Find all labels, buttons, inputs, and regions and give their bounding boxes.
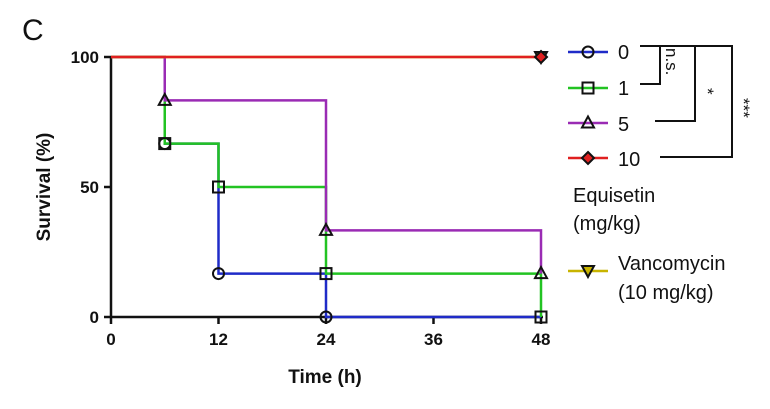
legend-swatch-marker [580, 114, 596, 129]
legend-label-vancomycin-line2: (10 mg/kg) [618, 282, 714, 304]
legend: 0 1 5 10 Equisetin (mg/kg) Vancomycin (1… [568, 42, 725, 304]
x-tick-label: 12 [209, 330, 228, 349]
legend-label-0: 0 [618, 42, 629, 64]
legend-group-title-line2: (mg/kg) [573, 213, 641, 235]
data-point-marker [158, 137, 172, 151]
y-axis-title: Survival (%) [34, 133, 55, 242]
bracket-triple-star [660, 45, 733, 158]
series-1 [111, 55, 548, 324]
x-tick-label: 48 [532, 330, 551, 349]
x-tick-label: 24 [317, 330, 336, 349]
data-point-marker [534, 310, 548, 324]
significance-brackets: n.s. * *** [640, 45, 753, 158]
sig-label-star: * [698, 88, 717, 95]
data-point-marker [157, 91, 173, 106]
legend-label-vancomycin-line1: Vancomycin [618, 253, 725, 275]
data-point-marker [533, 264, 549, 280]
axes: 0 12 24 36 48 0 50 100 [71, 48, 551, 349]
x-axis-title: Time (h) [288, 367, 362, 388]
x-tick-label: 36 [424, 330, 443, 349]
legend-swatch-marker [581, 45, 595, 59]
sig-label-triple-star: *** [734, 98, 753, 118]
legend-label-5: 5 [618, 114, 629, 136]
legend-swatch-marker [580, 265, 596, 280]
y-tick-label: 0 [90, 308, 99, 327]
legend-swatch-marker [581, 81, 595, 95]
x-tick-label: 0 [106, 330, 115, 349]
series-5 [111, 55, 549, 280]
series-10 [111, 49, 549, 65]
data-point-marker [212, 267, 225, 281]
data-point-marker [319, 267, 333, 281]
legend-label-10: 10 [618, 149, 640, 171]
data-point-marker [212, 180, 225, 194]
panel-label: C [22, 14, 44, 47]
series-layer [111, 49, 549, 324]
y-tick-label: 50 [80, 178, 99, 197]
legend-swatch-marker [580, 150, 596, 166]
legend-group-title-line1: Equisetin [573, 185, 655, 207]
y-tick-label: 100 [71, 48, 99, 67]
data-point-marker [318, 221, 334, 236]
data-point-marker [533, 49, 549, 65]
bracket-star [655, 45, 696, 122]
data-point-marker [319, 310, 333, 324]
sig-label-ns: n.s. [662, 48, 681, 75]
legend-label-1: 1 [618, 78, 629, 100]
bracket-ns [640, 45, 661, 85]
